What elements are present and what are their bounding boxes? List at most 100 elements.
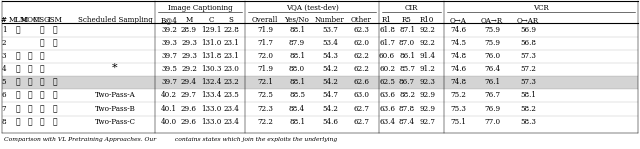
Text: 75.9: 75.9 (484, 26, 500, 34)
Text: 29.4: 29.4 (181, 78, 197, 86)
Text: ✓: ✓ (28, 118, 32, 126)
Text: 61.8: 61.8 (379, 26, 395, 34)
Text: 85.7: 85.7 (399, 65, 415, 73)
Text: Number: Number (315, 16, 345, 24)
Text: 61.7: 61.7 (379, 39, 395, 47)
Text: 74.6: 74.6 (450, 26, 466, 34)
Text: 87.0: 87.0 (399, 39, 415, 47)
Text: 63.6: 63.6 (379, 91, 395, 99)
Text: 129.1: 129.1 (201, 26, 221, 34)
Text: 2: 2 (2, 39, 6, 47)
Text: 63.6: 63.6 (379, 105, 395, 113)
Text: 62.2: 62.2 (353, 52, 369, 60)
Text: 23.2: 23.2 (223, 78, 239, 86)
Text: Scheduled Sampling: Scheduled Sampling (77, 16, 152, 24)
Text: #: # (1, 16, 7, 24)
Text: Q→A: Q→A (449, 16, 467, 24)
Text: ✓: ✓ (28, 78, 32, 86)
Text: 39.7: 39.7 (161, 52, 177, 60)
Text: 130.3: 130.3 (201, 65, 221, 73)
Text: 57.3: 57.3 (520, 78, 536, 86)
Text: 87.8: 87.8 (399, 105, 415, 113)
Text: 39.2: 39.2 (161, 26, 177, 34)
Text: CIR: CIR (405, 4, 418, 12)
Bar (2, 76, 638, 89)
Text: 62.7: 62.7 (353, 105, 369, 113)
Text: ✓: ✓ (16, 105, 20, 113)
Text: 58.1: 58.1 (520, 91, 536, 99)
Text: 23.1: 23.1 (223, 52, 239, 60)
Text: MOC: MOC (21, 16, 39, 24)
Text: 131.0: 131.0 (201, 39, 221, 47)
Text: ✓: ✓ (40, 78, 44, 86)
Text: 71.9: 71.9 (257, 26, 273, 34)
Text: 86.7: 86.7 (399, 78, 415, 86)
Text: 63.0: 63.0 (353, 91, 369, 99)
Text: 92.2: 92.2 (419, 26, 435, 34)
Text: 62.0: 62.0 (353, 39, 369, 47)
Text: ISM: ISM (47, 16, 63, 24)
Text: B@4: B@4 (161, 16, 177, 24)
Text: *: * (112, 63, 118, 73)
Text: 88.0: 88.0 (289, 65, 305, 73)
Text: 62.3: 62.3 (353, 26, 369, 34)
Text: 39.3: 39.3 (161, 39, 177, 47)
Text: ✓: ✓ (52, 118, 58, 126)
Text: ✓: ✓ (28, 105, 32, 113)
Text: 29.7: 29.7 (181, 91, 197, 99)
Text: ✓: ✓ (16, 78, 20, 86)
Text: 72.2: 72.2 (257, 118, 273, 126)
Text: 28.9: 28.9 (181, 26, 197, 34)
Text: Two-Pass-B: Two-Pass-B (95, 105, 136, 113)
Text: 75.3: 75.3 (450, 105, 466, 113)
Text: ✓: ✓ (52, 26, 58, 34)
Text: VCR: VCR (533, 4, 549, 12)
Text: 29.3: 29.3 (181, 52, 197, 60)
Text: 92.9: 92.9 (419, 91, 435, 99)
Text: 74.8: 74.8 (450, 52, 466, 60)
Text: MSG: MSG (33, 16, 51, 24)
Text: Two-Pass-C: Two-Pass-C (95, 118, 136, 126)
Text: 88.2: 88.2 (399, 91, 415, 99)
Text: ✓: ✓ (52, 105, 58, 113)
Text: 131.8: 131.8 (201, 52, 221, 60)
Text: 92.9: 92.9 (419, 105, 435, 113)
Text: 76.0: 76.0 (484, 52, 500, 60)
Text: ✓: ✓ (52, 91, 58, 99)
Text: 60.6: 60.6 (379, 52, 395, 60)
Text: 62.6: 62.6 (353, 78, 369, 86)
Text: 86.1: 86.1 (399, 52, 415, 60)
Text: 7: 7 (2, 105, 6, 113)
Text: 76.7: 76.7 (484, 91, 500, 99)
Text: 62.7: 62.7 (353, 118, 369, 126)
Text: 71.7: 71.7 (257, 39, 273, 47)
Text: 40.1: 40.1 (161, 105, 177, 113)
Text: 22.8: 22.8 (223, 26, 239, 34)
Text: 133.0: 133.0 (201, 105, 221, 113)
Text: ✓: ✓ (28, 52, 32, 60)
Text: 72.5: 72.5 (257, 91, 273, 99)
Text: M: M (186, 16, 193, 24)
Text: 39.7: 39.7 (161, 78, 177, 86)
Text: S: S (228, 16, 234, 24)
Text: 53.4: 53.4 (322, 39, 338, 47)
Text: 92.7: 92.7 (419, 118, 435, 126)
Text: 75.1: 75.1 (450, 118, 466, 126)
Text: 54.3: 54.3 (322, 52, 338, 60)
Text: R1: R1 (382, 16, 392, 24)
Text: Two-Pass-A: Two-Pass-A (95, 91, 136, 99)
Text: 88.1: 88.1 (289, 52, 305, 60)
Text: ✓: ✓ (52, 39, 58, 47)
Text: 88.1: 88.1 (289, 78, 305, 86)
Text: Image Captioning: Image Captioning (168, 4, 232, 12)
Text: 54.2: 54.2 (322, 65, 338, 73)
Text: 29.2: 29.2 (181, 65, 197, 73)
Text: 63.4: 63.4 (379, 118, 395, 126)
Text: 58.3: 58.3 (520, 118, 536, 126)
Text: Overall: Overall (252, 16, 278, 24)
Text: 74.5: 74.5 (450, 39, 466, 47)
Text: 60.2: 60.2 (379, 65, 395, 73)
Text: 6: 6 (2, 91, 6, 99)
Text: 53.7: 53.7 (322, 26, 338, 34)
Text: 40.0: 40.0 (161, 118, 177, 126)
